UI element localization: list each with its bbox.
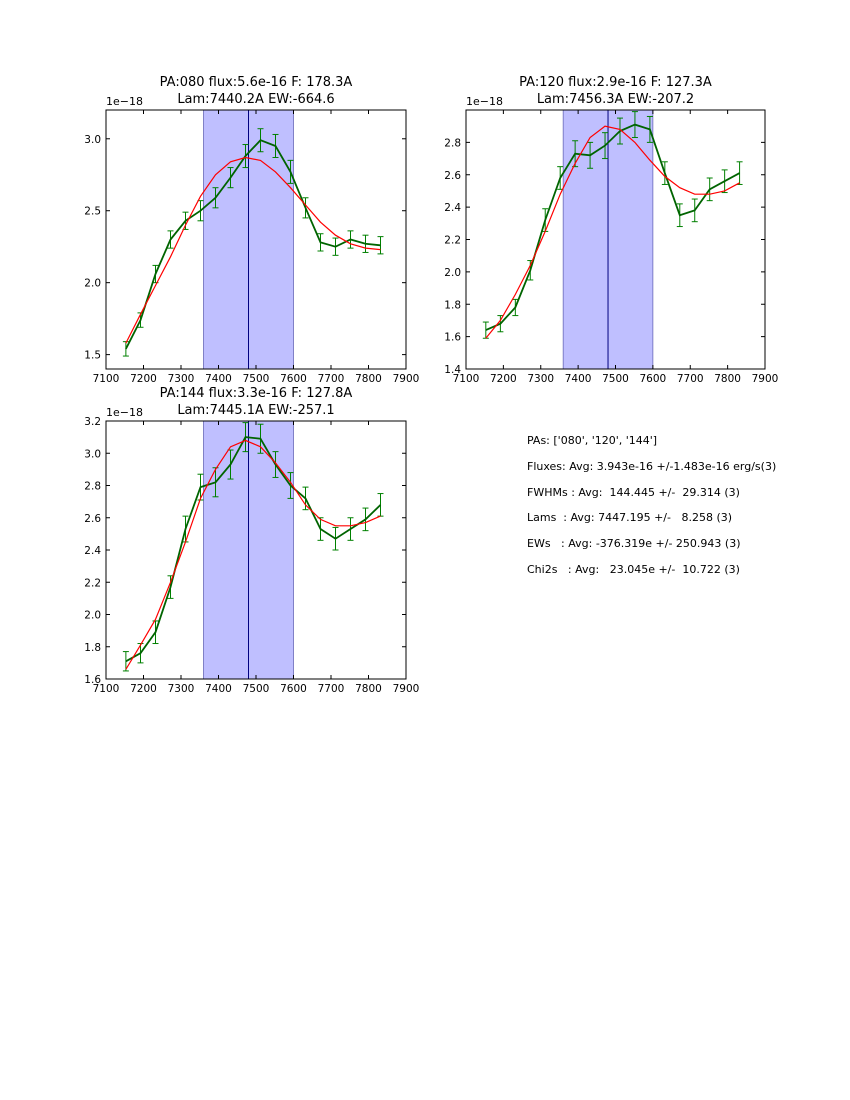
fit-line (125, 439, 381, 670)
x-tick-label: 7900 (752, 373, 779, 385)
summary-ews: EWs : Avg: -376.319e +/- 250.943 (3) (527, 537, 741, 551)
x-tick-label: 7500 (243, 373, 270, 385)
x-tick-label: 7200 (490, 373, 517, 385)
x-tick-label: 7300 (168, 683, 195, 695)
plot-title-line1: PA:120 flux:2.9e-16 F: 127.3A (519, 75, 712, 90)
y-tick-label: 2.2 (84, 577, 101, 589)
x-tick-label: 7300 (168, 373, 195, 385)
y-tick-label: 3.2 (84, 416, 101, 428)
x-tick-label: 7200 (130, 373, 157, 385)
fit-series (485, 125, 740, 339)
fit-series (125, 439, 381, 670)
y-tick-label: 2.5 (84, 206, 101, 218)
y-tick-label: 2.6 (84, 513, 101, 525)
fit-series (125, 156, 381, 344)
data-line (125, 139, 381, 350)
y-tick-label: 3.0 (84, 134, 101, 146)
y-tick-label: 1.8 (444, 299, 461, 311)
y-tick-label: 2.0 (84, 278, 101, 290)
summary-lams: Lams : Avg: 7447.195 +/- 8.258 (3) (527, 511, 733, 525)
summary-chi2s: Chi2s : Avg: 23.045e +/- 10.722 (3) (527, 562, 740, 576)
error-bar (122, 651, 129, 672)
y-offset-label: 1e−18 (106, 95, 143, 108)
plot-title-line1: PA:080 flux:5.6e-16 F: 178.3A (160, 75, 353, 90)
y-tick-label: 2.6 (444, 170, 461, 182)
x-tick-label: 7700 (677, 373, 704, 385)
error-bar (377, 493, 384, 517)
x-tick-label: 7100 (93, 683, 120, 695)
plot-area (122, 421, 384, 679)
x-tick-label: 7900 (393, 373, 420, 385)
y-tick-label: 2.4 (444, 202, 461, 214)
plot-title-line2: Lam:7456.3A EW:-207.2 (537, 92, 694, 107)
summary-pas: PAs: ['080', '120', '144'] (527, 434, 658, 447)
y-tick-label: 2.8 (84, 481, 101, 493)
y-tick-label: 2.8 (444, 137, 461, 149)
x-tick-label: 7700 (318, 373, 345, 385)
y-tick-label: 2.2 (444, 235, 461, 247)
x-tick-label: 7600 (640, 373, 667, 385)
summary-fluxes: Fluxes: Avg: 3.943e-16 +/-1.483e-16 erg/… (527, 459, 777, 473)
summary-panel: PAs: ['080', '120', '144'] Fluxes: Avg: … (527, 434, 776, 589)
x-tick-label: 7400 (205, 683, 232, 695)
plot-title-line2: Lam:7440.2A EW:-664.6 (177, 92, 334, 107)
data-line (125, 436, 382, 663)
fit-line (125, 156, 381, 344)
error-bar (482, 321, 489, 339)
y-tick-label: 1.4 (444, 364, 461, 376)
y-tick-label: 3.0 (84, 448, 101, 460)
x-tick-label: 7200 (130, 683, 157, 695)
plot-panel-3: PA:144 flux:3.3e-16 F: 127.8A Lam:7445.1A… (84, 386, 419, 695)
y-tick-label: 1.8 (84, 642, 101, 654)
y-tick-label: 1.6 (84, 674, 101, 686)
x-tick-label: 7700 (318, 683, 345, 695)
y-tick-label: 1.6 (444, 332, 461, 344)
y-tick-label: 2.0 (444, 267, 461, 279)
x-tick-label: 7500 (243, 683, 270, 695)
y-offset-label: 1e−18 (106, 406, 143, 419)
plot-title-line1: PA:144 flux:3.3e-16 F: 127.8A (160, 386, 353, 401)
fit-line (485, 125, 740, 339)
y-tick-label: 1.5 (84, 350, 101, 362)
data-series (122, 422, 384, 672)
plot-title-line2: Lam:7445.1A EW:-257.1 (177, 403, 334, 418)
x-tick-label: 7800 (714, 373, 741, 385)
y-tick-label: 2.0 (84, 610, 101, 622)
x-tick-label: 7900 (393, 683, 420, 695)
x-tick-label: 7400 (565, 373, 592, 385)
plot-area (122, 110, 384, 369)
plot-area (482, 110, 743, 369)
x-tick-label: 7600 (280, 373, 307, 385)
x-tick-label: 7400 (205, 373, 232, 385)
x-tick-label: 7500 (602, 373, 629, 385)
x-tick-label: 7300 (527, 373, 554, 385)
y-offset-label: 1e−18 (466, 95, 503, 108)
x-tick-label: 7800 (355, 373, 382, 385)
x-tick-label: 7100 (453, 373, 480, 385)
summary-fwhms: FWHMs : Avg: 144.445 +/- 29.314 (3) (527, 485, 740, 499)
plot-panel-2: PA:120 flux:2.9e-16 F: 127.3A Lam:7456.3A… (444, 75, 778, 385)
y-tick-label: 2.4 (84, 545, 101, 557)
x-tick-label: 7600 (280, 683, 307, 695)
x-tick-label: 7100 (93, 373, 120, 385)
x-tick-label: 7800 (355, 683, 382, 695)
plot-panel-1: PA:080 flux:5.6e-16 F: 178.3A Lam:7440.2A… (84, 75, 419, 385)
data-line (485, 123, 741, 331)
